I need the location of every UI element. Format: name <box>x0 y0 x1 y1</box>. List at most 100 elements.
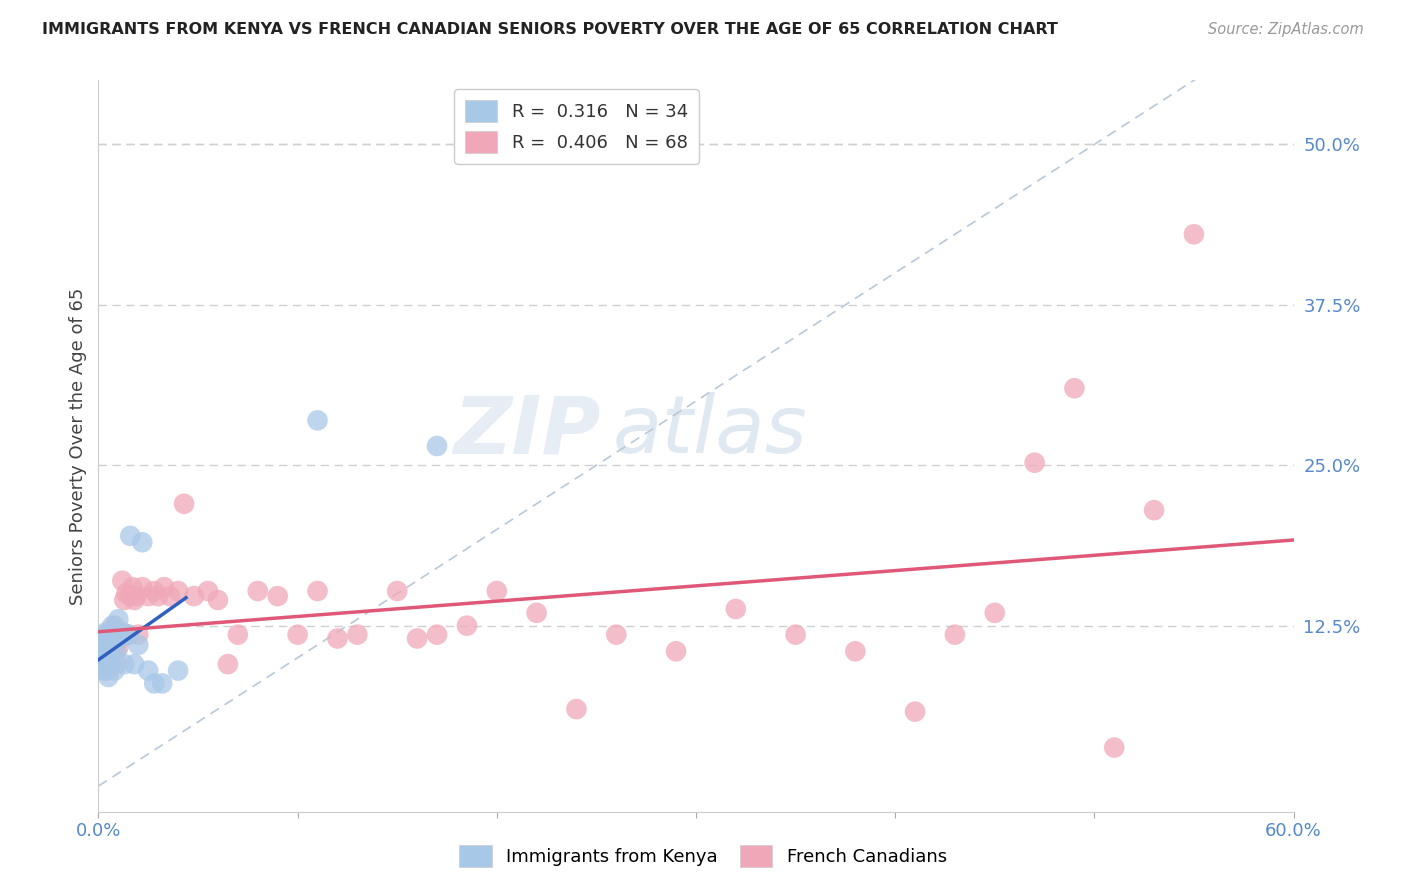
Point <box>326 632 349 646</box>
Point <box>96 640 118 655</box>
Point <box>426 439 449 453</box>
Point <box>406 632 429 646</box>
Point <box>143 676 166 690</box>
Point <box>136 664 159 678</box>
Point <box>1182 227 1205 242</box>
Point <box>110 632 132 646</box>
Point <box>111 625 134 640</box>
Legend: R =  0.316   N = 34, R =  0.406   N = 68: R = 0.316 N = 34, R = 0.406 N = 68 <box>454 89 699 164</box>
Point <box>115 586 138 600</box>
Point <box>105 635 128 649</box>
Point <box>97 627 120 641</box>
Point <box>101 650 124 665</box>
Point <box>124 657 146 672</box>
Point <box>91 638 114 652</box>
Point <box>485 584 508 599</box>
Point <box>97 625 120 640</box>
Point <box>346 627 368 641</box>
Point <box>1104 740 1126 755</box>
Point <box>724 602 747 616</box>
Point <box>117 627 139 641</box>
Point <box>98 635 122 649</box>
Point <box>97 644 120 658</box>
Point <box>904 705 927 719</box>
Point <box>785 627 807 641</box>
Point <box>125 589 148 603</box>
Point <box>111 574 134 588</box>
Point <box>89 657 111 672</box>
Point <box>96 664 118 678</box>
Point <box>984 606 1007 620</box>
Point <box>96 657 118 672</box>
Legend: Immigrants from Kenya, French Canadians: Immigrants from Kenya, French Canadians <box>453 838 953 874</box>
Text: ZIP: ZIP <box>453 392 600 470</box>
Point <box>96 632 118 646</box>
Point <box>287 627 309 641</box>
Point <box>91 638 114 652</box>
Point <box>120 529 142 543</box>
Point <box>91 650 114 665</box>
Point <box>97 657 120 672</box>
Point <box>101 627 124 641</box>
Point <box>456 618 478 632</box>
Point <box>93 640 115 655</box>
Y-axis label: Seniors Poverty Over the Age of 65: Seniors Poverty Over the Age of 65 <box>69 287 87 605</box>
Point <box>105 657 128 672</box>
Point <box>105 644 128 658</box>
Point <box>112 593 135 607</box>
Point <box>93 644 115 658</box>
Point <box>89 657 111 672</box>
Point <box>98 650 122 665</box>
Point <box>246 584 269 599</box>
Point <box>943 627 966 641</box>
Point <box>385 584 409 599</box>
Point <box>226 627 249 641</box>
Point <box>1063 381 1085 395</box>
Point <box>217 657 239 672</box>
Point <box>101 657 124 672</box>
Point <box>101 618 124 632</box>
Text: atlas: atlas <box>613 392 807 470</box>
Point <box>97 650 120 665</box>
Point <box>107 612 129 626</box>
Point <box>183 589 205 603</box>
Point <box>844 644 866 658</box>
Point <box>173 497 195 511</box>
Point <box>1024 456 1046 470</box>
Point <box>207 593 229 607</box>
Point <box>143 584 166 599</box>
Point <box>665 644 688 658</box>
Point <box>307 584 329 599</box>
Point <box>307 413 329 427</box>
Point <box>131 535 153 549</box>
Point <box>107 632 129 646</box>
Point <box>526 606 548 620</box>
Text: IMMIGRANTS FROM KENYA VS FRENCH CANADIAN SENIORS POVERTY OVER THE AGE OF 65 CORR: IMMIGRANTS FROM KENYA VS FRENCH CANADIAN… <box>42 22 1059 37</box>
Point <box>127 627 149 641</box>
Point <box>131 580 153 594</box>
Point <box>167 664 190 678</box>
Point <box>148 589 170 603</box>
Point <box>1143 503 1166 517</box>
Point <box>136 589 159 603</box>
Text: Source: ZipAtlas.com: Source: ZipAtlas.com <box>1208 22 1364 37</box>
Point <box>103 632 125 646</box>
Point <box>112 657 135 672</box>
Point <box>97 670 120 684</box>
Point <box>96 625 118 640</box>
Point <box>93 664 115 678</box>
Point <box>127 638 149 652</box>
Point <box>153 580 176 594</box>
Point <box>159 589 181 603</box>
Point <box>98 657 122 672</box>
Point <box>117 627 139 641</box>
Point <box>103 640 125 655</box>
Point <box>103 664 125 678</box>
Point <box>605 627 627 641</box>
Point <box>426 627 449 641</box>
Point <box>98 635 122 649</box>
Point <box>103 618 125 632</box>
Point <box>197 584 219 599</box>
Point <box>167 584 190 599</box>
Point <box>107 640 129 655</box>
